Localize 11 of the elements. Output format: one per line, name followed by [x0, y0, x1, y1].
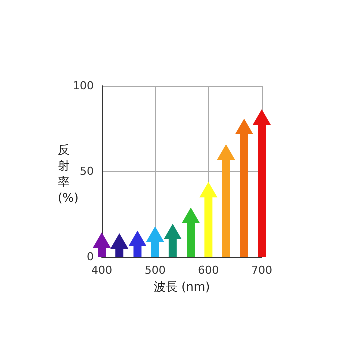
x-tick-label: 600	[198, 264, 220, 277]
x-axis-title: 波長 (nm)	[154, 280, 210, 294]
x-tick-label: 500	[144, 264, 166, 277]
x-tick-label: 700	[252, 264, 272, 277]
bar	[116, 248, 124, 257]
bar	[98, 248, 106, 257]
x-tick-label: 400	[92, 264, 112, 277]
y-tick-label: 0	[87, 250, 94, 264]
y-tick-label: 100	[73, 80, 94, 92]
y-axis-title: 反射率 (%)	[58, 143, 79, 205]
y-tick-label: 50	[80, 165, 94, 178]
